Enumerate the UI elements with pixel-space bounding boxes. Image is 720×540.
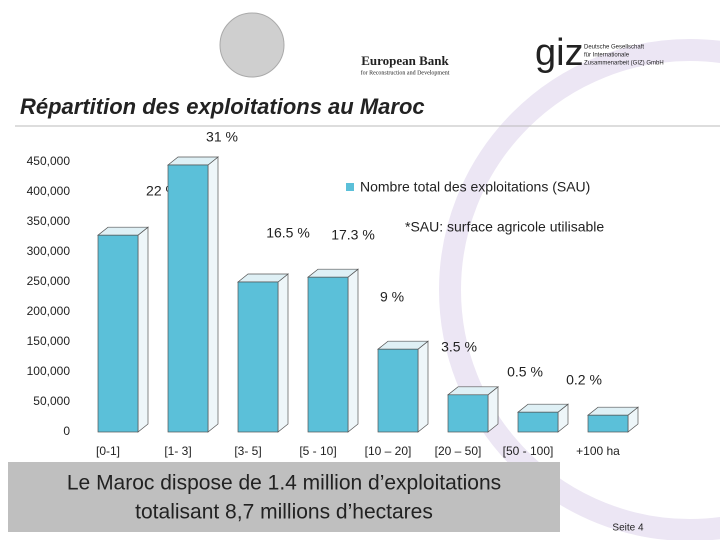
x-tick-label: [20 – 50] xyxy=(435,444,482,458)
annotation: 9 % xyxy=(380,289,404,305)
y-tick-label: 450,000 xyxy=(27,154,71,168)
bar-side xyxy=(347,268,359,433)
x-tick-label: [5 - 10] xyxy=(299,444,336,458)
giz-sub: Zusammenarbeit (GIZ) GmbH xyxy=(584,61,664,67)
y-tick-label: 100,000 xyxy=(27,364,71,378)
summary-box xyxy=(8,462,560,532)
bar-side xyxy=(277,273,289,433)
note: *SAU: surface agricole utilisable xyxy=(405,219,604,235)
y-tick-label: 400,000 xyxy=(27,184,71,198)
bar-side xyxy=(137,226,149,433)
globe-logo xyxy=(219,12,285,78)
y-tick-label: 0 xyxy=(63,424,70,438)
legend-label: Nombre total des exploitations (SAU) xyxy=(360,179,590,195)
annotation: 17.3 % xyxy=(331,227,375,243)
annotation: 0.2 % xyxy=(566,372,602,388)
x-tick-label: [3- 5] xyxy=(234,444,261,458)
bank-sub: for Reconstruction and Development xyxy=(361,69,450,76)
annotation: 31 % xyxy=(206,129,238,145)
y-tick-label: 300,000 xyxy=(27,244,71,258)
decor-arc xyxy=(439,39,720,540)
bar xyxy=(97,234,139,433)
page-number: Seite 4 xyxy=(612,523,644,534)
chart-title: Répartition des exploitations au Maroc xyxy=(20,94,425,119)
y-tick-label: 350,000 xyxy=(27,214,71,228)
y-tick-label: 150,000 xyxy=(27,334,71,348)
bar xyxy=(377,348,419,433)
annotation: 3.5 % xyxy=(441,339,477,355)
bank-name: European Bank xyxy=(361,53,449,68)
x-tick-label: [50 - 100] xyxy=(503,444,554,458)
bar xyxy=(237,281,279,433)
bar-side xyxy=(207,156,219,433)
legend-swatch xyxy=(346,183,354,191)
x-tick-label: [0-1] xyxy=(96,444,120,458)
annotation: 0.5 % xyxy=(507,364,543,380)
giz-sub: Deutsche Gesellschaft xyxy=(584,45,644,51)
giz-sub: für Internationale xyxy=(584,53,630,59)
y-tick-label: 250,000 xyxy=(27,274,71,288)
x-tick-label: [1- 3] xyxy=(164,444,191,458)
giz-logo: giz xyxy=(535,32,584,74)
y-tick-label: 50,000 xyxy=(33,394,70,408)
summary: Le Maroc dispose de 1.4 million d’exploi… xyxy=(67,472,501,495)
bar xyxy=(167,164,209,433)
bar xyxy=(447,394,489,433)
summary: totalisant 8,7 millions d’hectares xyxy=(135,501,433,524)
bar xyxy=(587,414,629,433)
bar xyxy=(517,411,559,433)
bar-side xyxy=(417,340,429,433)
annotation: 16.5 % xyxy=(266,225,310,241)
x-tick-label: +100 ha xyxy=(576,444,620,458)
y-tick-label: 200,000 xyxy=(27,304,71,318)
x-tick-label: [10 – 20] xyxy=(365,444,412,458)
bar xyxy=(307,276,349,433)
